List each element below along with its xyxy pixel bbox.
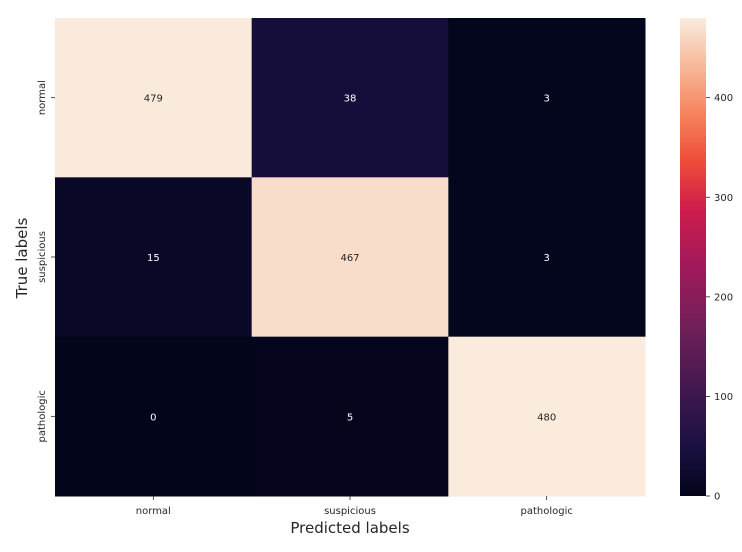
- heatmap-cells: [55, 18, 646, 497]
- heatmap-cell-value: 479: [144, 94, 163, 105]
- y-axis-label: True labels: [13, 217, 31, 299]
- heatmap-cell: [448, 336, 646, 497]
- heatmap-cell-value: 38: [344, 94, 357, 105]
- heatmap-cell: [251, 336, 449, 497]
- heatmap-cell-value: 3: [543, 94, 549, 105]
- heatmap-cell: [55, 18, 253, 178]
- heatmap-cell-value: 3: [543, 253, 549, 264]
- colorbar-tick-label: 200: [714, 292, 733, 303]
- heatmap-cell-labels: 479 38 3 15 467 3 0 5 480: [144, 94, 556, 424]
- x-axis-label: Predicted labels: [290, 519, 409, 537]
- colorbar-tick-label: 100: [714, 392, 733, 403]
- heatmap-cell: [55, 336, 253, 497]
- x-tick-label: normal: [136, 506, 171, 517]
- colorbar-ticks: 0 100 200 300 400: [706, 93, 733, 503]
- heatmap-cell: [251, 18, 449, 178]
- heatmap-cell-value: 480: [537, 412, 556, 423]
- heatmap-cell: [448, 18, 646, 178]
- colorbar: [680, 18, 706, 496]
- heatmap-cell-value: 5: [347, 412, 353, 423]
- y-tick-label: normal: [37, 80, 48, 115]
- x-axis-ticks: normal suspicious pathologic: [136, 496, 573, 517]
- y-tick-label: pathologic: [37, 390, 48, 442]
- colorbar-tick-label: 300: [714, 193, 733, 204]
- heatmap-cell-value: 15: [147, 253, 160, 264]
- heatmap-cell: [448, 177, 646, 338]
- y-tick-label: suspicious: [37, 231, 48, 283]
- x-tick-label: pathologic: [520, 506, 572, 517]
- heatmap-cell: [55, 177, 253, 338]
- colorbar-tick-label: 0: [714, 492, 720, 503]
- y-axis-ticks: normal suspicious pathologic: [37, 80, 55, 443]
- x-tick-label: suspicious: [324, 506, 376, 517]
- heatmap-cell-value: 467: [340, 253, 359, 264]
- heatmap-cell: [251, 177, 449, 338]
- colorbar-tick-label: 400: [714, 93, 733, 104]
- heatmap-cell-value: 0: [150, 412, 156, 423]
